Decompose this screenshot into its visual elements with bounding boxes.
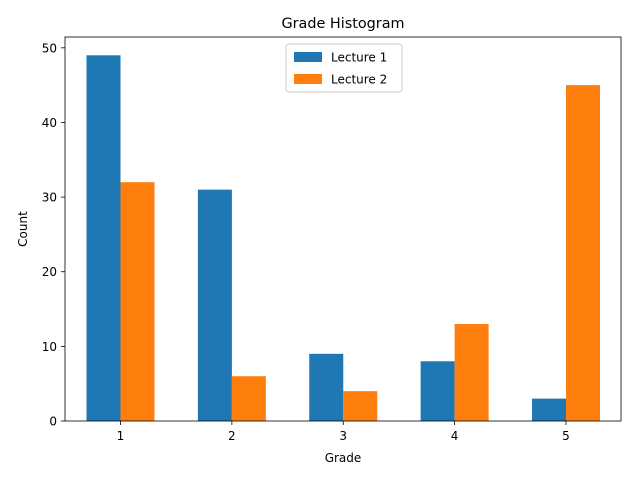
x-tick-label: 1 <box>117 429 125 443</box>
bar-lecture-2-grade-5 <box>566 85 600 421</box>
bar-lecture-2-grade-1 <box>120 182 155 421</box>
x-tick-label: 4 <box>451 429 459 443</box>
x-axis-ticks: 1 2 3 4 5 <box>117 421 570 443</box>
bar-lecture-2-grade-4 <box>454 323 489 421</box>
y-tick-label: 30 <box>42 191 57 205</box>
y-tick-label: 50 <box>42 41 57 55</box>
y-axis-label: Count <box>16 211 30 247</box>
legend-label-lecture-1: Lecture 1 <box>331 51 387 65</box>
plot-frame <box>64 36 622 422</box>
y-axis-ticks: 0 10 20 30 40 50 <box>42 41 65 429</box>
bar-lecture-1-grade-5 <box>532 398 566 421</box>
y-tick-label: 0 <box>49 415 57 429</box>
chart-title: Grade Histogram <box>281 16 404 32</box>
y-tick-label: 10 <box>42 340 57 354</box>
bar-lecture-2-grade-3 <box>343 391 378 421</box>
x-tick-label: 2 <box>228 429 236 443</box>
bar-lecture-1-grade-2 <box>197 189 232 421</box>
y-tick-label: 40 <box>42 116 57 130</box>
bar-lecture-1-grade-1 <box>86 55 121 422</box>
x-axis-label: Grade <box>325 451 362 465</box>
legend-swatch-lecture-2 <box>294 74 322 84</box>
x-tick-label: 5 <box>562 429 570 443</box>
bars-group <box>86 55 600 422</box>
legend: Lecture 1 Lecture 2 <box>285 43 403 93</box>
bar-lecture-2-grade-2 <box>231 376 266 421</box>
bar-lecture-1-grade-3 <box>309 353 344 421</box>
x-tick-label: 3 <box>339 429 347 443</box>
legend-swatch-lecture-1 <box>294 52 322 62</box>
y-tick-label: 20 <box>42 265 57 279</box>
legend-label-lecture-2: Lecture 2 <box>331 73 387 87</box>
bar-lecture-1-grade-4 <box>420 361 455 421</box>
